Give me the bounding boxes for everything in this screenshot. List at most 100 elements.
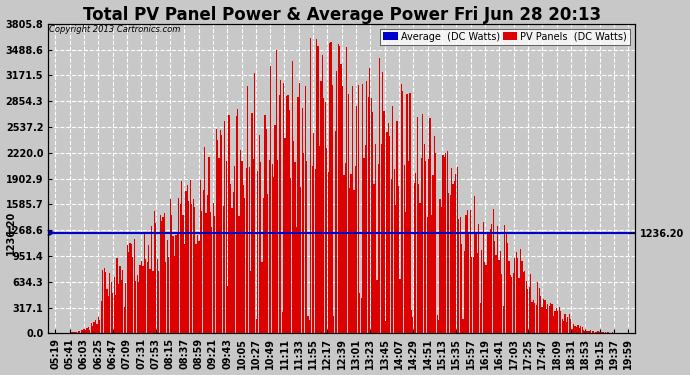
Bar (142, 266, 144, 333)
Bar (442, 155, 444, 333)
Bar (475, 234, 477, 333)
Bar (362, 84, 363, 333)
Bar (233, 192, 234, 333)
Bar (531, 302, 533, 333)
Bar (237, 109, 238, 333)
Bar (313, 133, 315, 333)
Bar (124, 307, 125, 333)
Bar (198, 241, 199, 333)
Bar (576, 327, 577, 333)
Bar (534, 303, 535, 333)
Bar (429, 118, 431, 333)
Bar (251, 113, 253, 333)
Bar (590, 330, 591, 333)
Bar (411, 310, 412, 333)
Bar (474, 196, 475, 333)
Bar (418, 184, 419, 333)
Bar (589, 331, 590, 333)
Bar (437, 315, 438, 333)
Bar (182, 215, 184, 333)
Bar (208, 158, 210, 333)
Bar (121, 280, 122, 333)
Bar (596, 332, 598, 333)
Bar (420, 203, 421, 333)
Bar (167, 240, 168, 333)
Bar (523, 272, 524, 333)
Bar (282, 312, 283, 333)
Bar (586, 331, 587, 333)
Bar (211, 227, 213, 333)
Bar (366, 81, 368, 333)
Bar (482, 222, 484, 333)
Bar (164, 213, 165, 333)
Bar (171, 215, 172, 333)
Bar (146, 262, 148, 333)
Bar (158, 272, 159, 333)
Bar (520, 249, 521, 333)
Bar (497, 226, 498, 333)
Bar (324, 102, 326, 333)
Bar (342, 86, 343, 333)
Bar (144, 233, 145, 333)
Bar (573, 324, 574, 333)
Bar (246, 168, 247, 333)
Bar (259, 135, 260, 333)
Bar (102, 270, 103, 333)
Bar (135, 281, 137, 333)
Bar (262, 262, 263, 333)
Bar (228, 115, 230, 333)
Bar (591, 332, 593, 333)
Bar (112, 293, 113, 333)
Bar (409, 93, 411, 333)
Bar (85, 330, 86, 333)
Bar (465, 215, 466, 333)
Bar (117, 258, 118, 333)
Bar (513, 273, 514, 333)
Bar (137, 274, 138, 333)
Bar (191, 204, 193, 333)
Bar (529, 287, 530, 333)
Bar (555, 308, 557, 333)
Bar (587, 331, 589, 333)
Bar (441, 207, 442, 333)
Bar (81, 330, 82, 333)
Bar (451, 168, 452, 333)
Bar (138, 282, 139, 333)
Bar (131, 244, 132, 333)
Bar (106, 290, 108, 333)
Bar (455, 174, 457, 333)
Bar (564, 314, 566, 333)
Bar (562, 319, 563, 333)
Bar (535, 304, 537, 333)
Bar (226, 161, 227, 333)
Bar (377, 164, 379, 333)
Bar (491, 224, 493, 333)
Bar (217, 141, 218, 333)
Bar (210, 212, 211, 333)
Bar (569, 314, 570, 333)
Bar (295, 162, 296, 333)
Bar (248, 168, 250, 333)
Bar (481, 250, 482, 333)
Bar (551, 304, 553, 333)
Bar (320, 81, 322, 333)
Bar (230, 184, 231, 333)
Bar (82, 330, 83, 333)
Bar (540, 296, 541, 333)
Bar (152, 271, 154, 333)
Bar (90, 323, 92, 333)
Bar (109, 273, 110, 333)
Bar (95, 320, 96, 333)
Bar (93, 322, 95, 333)
Legend: Average  (DC Watts), PV Panels  (DC Watts): Average (DC Watts), PV Panels (DC Watts) (380, 29, 630, 45)
Bar (376, 280, 377, 333)
Bar (464, 251, 465, 333)
Bar (355, 166, 356, 333)
Bar (599, 332, 600, 333)
Bar (440, 199, 441, 333)
Bar (375, 144, 376, 333)
Bar (421, 158, 422, 333)
Bar (181, 181, 182, 333)
Bar (466, 210, 468, 333)
Bar (446, 151, 448, 333)
